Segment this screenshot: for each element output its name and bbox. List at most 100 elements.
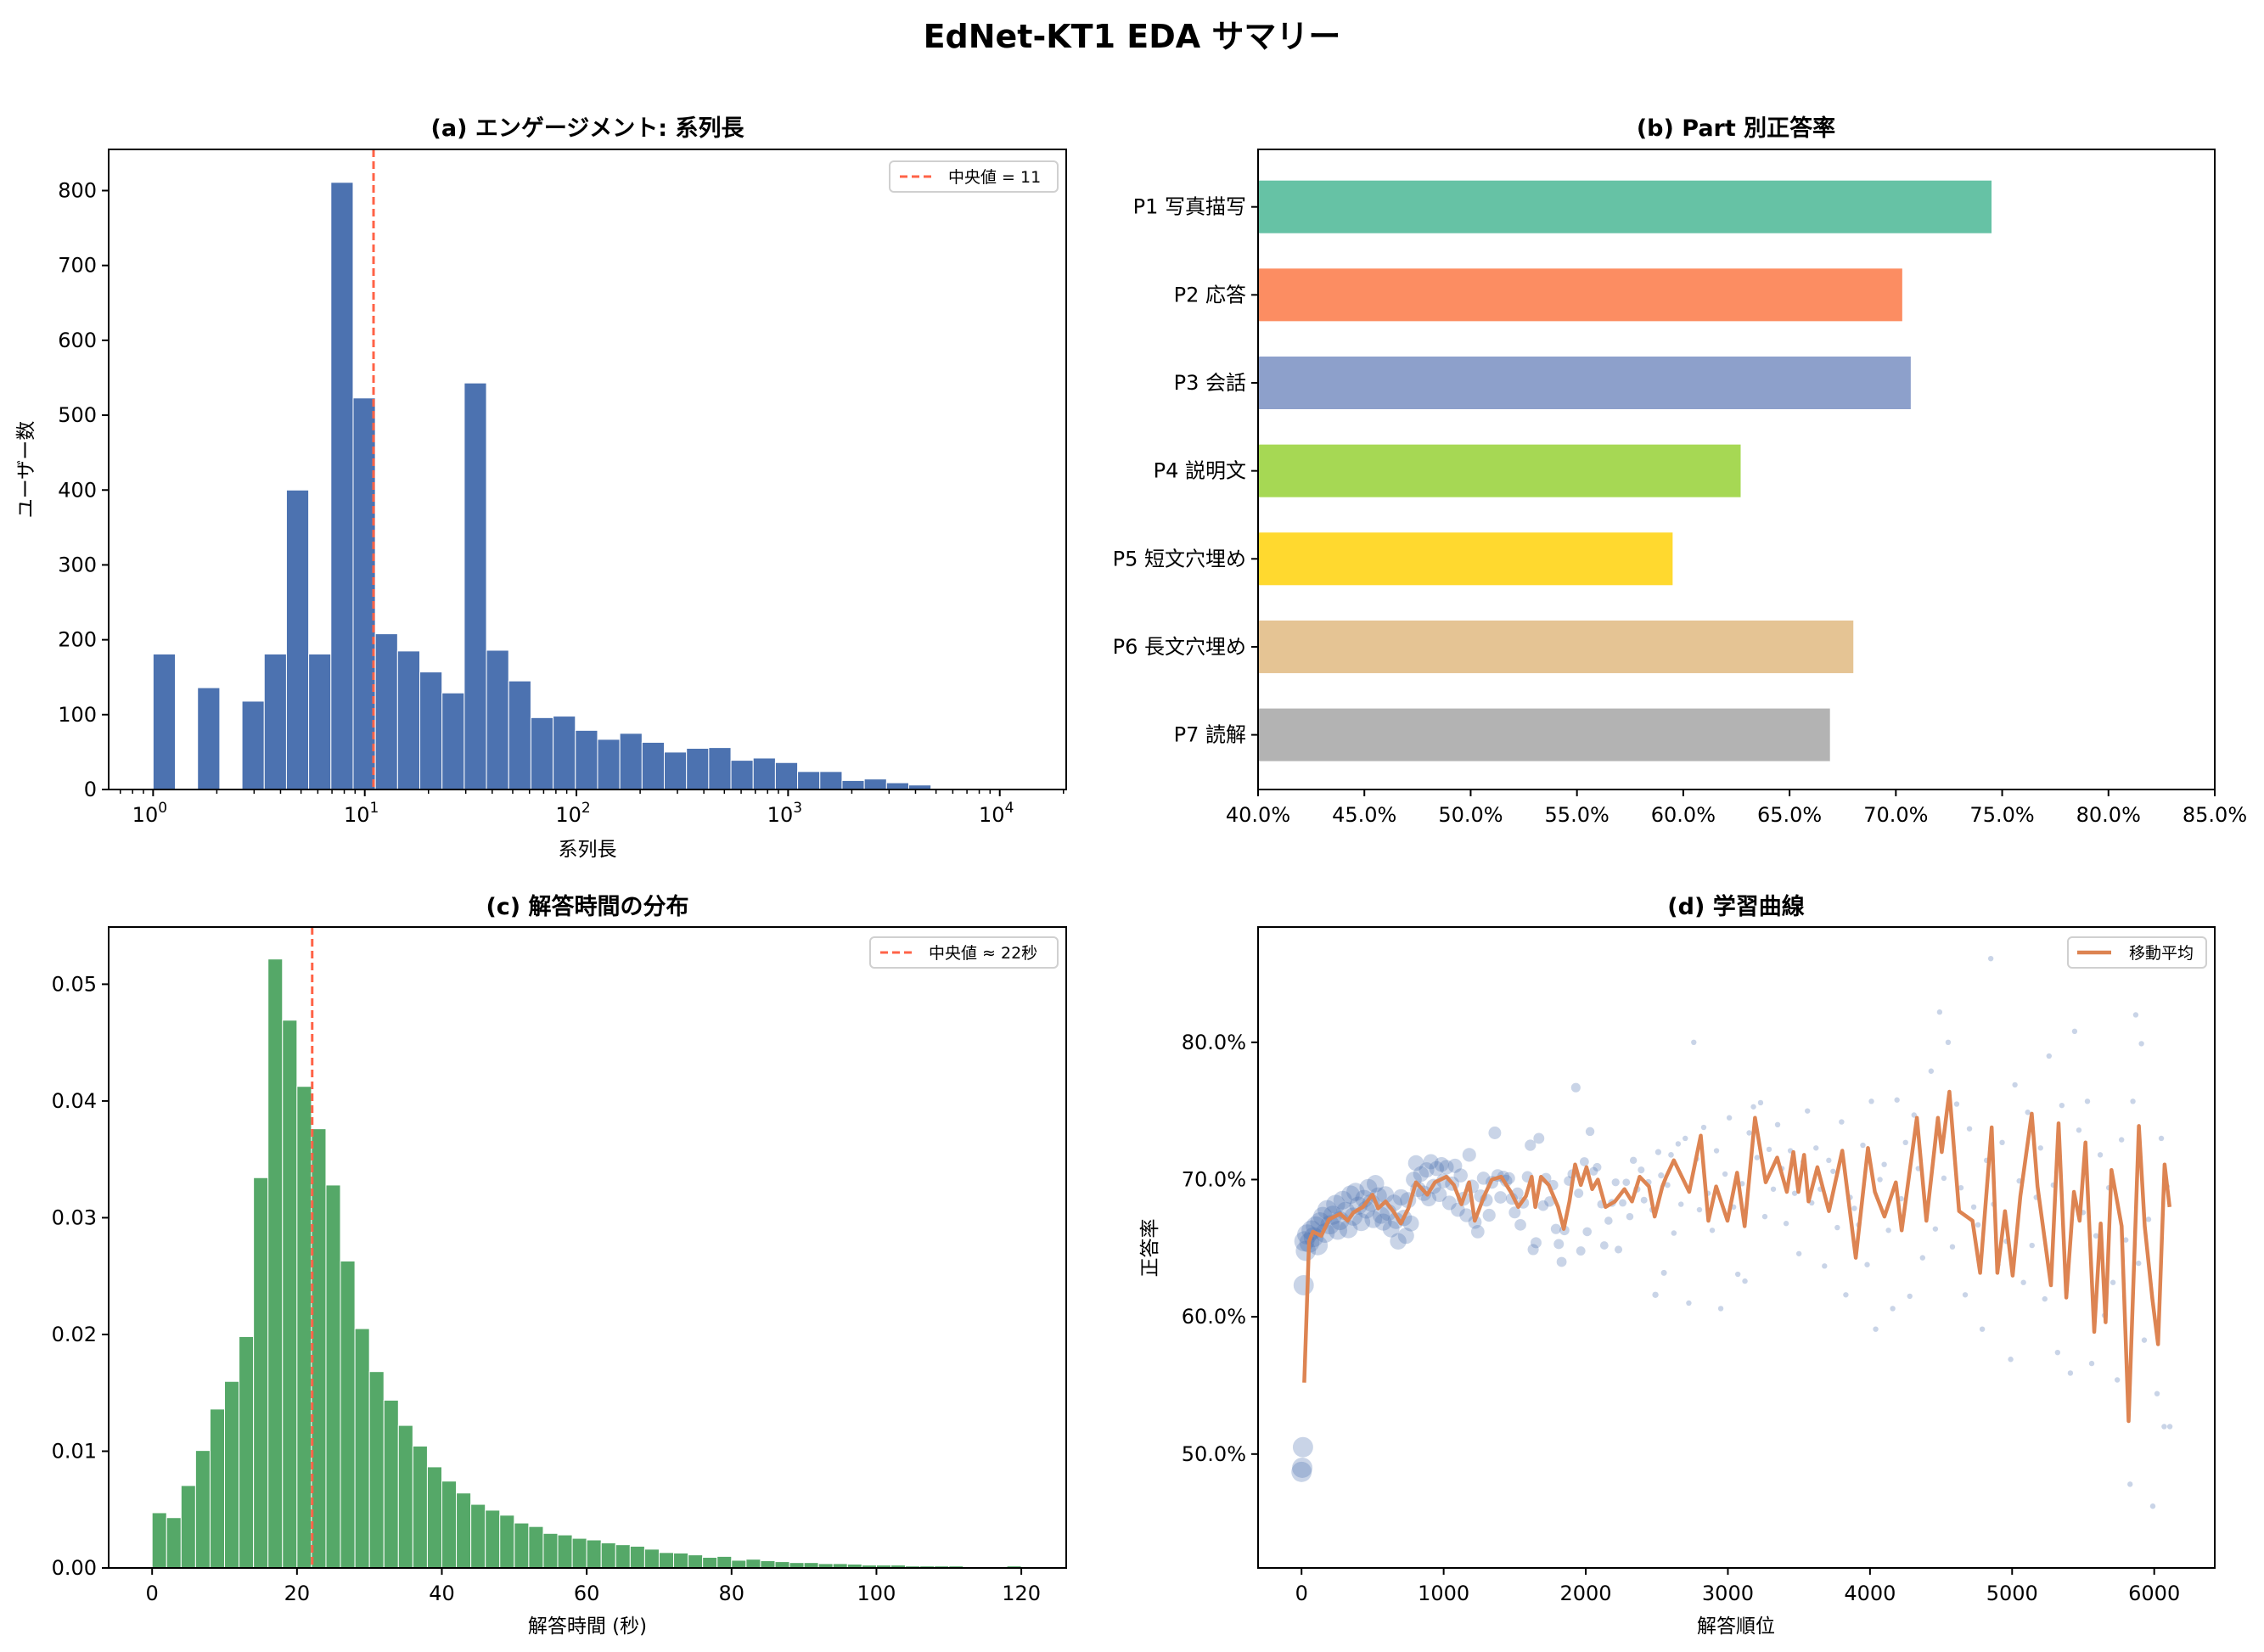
panel-c-title: (c) 解答時間の分布 xyxy=(486,893,688,920)
panel-c-y-ticks: 0.00 0.01 0.02 0.03 0.04 0.05 xyxy=(52,972,109,1580)
scatter-point xyxy=(1451,1202,1465,1217)
scatter-point xyxy=(2067,1370,2074,1376)
y-tick-label: 600 xyxy=(58,329,97,352)
x-tick-label: 103 xyxy=(767,800,802,827)
y-tick-label: 0.05 xyxy=(52,972,97,996)
scatter-point xyxy=(1966,1126,1973,1132)
scatter-point xyxy=(1355,1189,1374,1208)
histogram-bar xyxy=(499,1514,515,1569)
panel-b-part-accuracy: (b) Part 別正答率 P1 写真描写 P2 応答 P3 会話 P4 説明文 P5 … xyxy=(1113,115,2248,827)
histogram-bar xyxy=(151,1512,167,1569)
panel-d-legend-frame xyxy=(2067,936,2207,969)
histogram-bar xyxy=(664,751,688,790)
histogram-bar xyxy=(586,1539,602,1569)
panel-a-y-label: ユーザー数 xyxy=(15,421,37,519)
scatter-point xyxy=(1576,1246,1586,1256)
scatter-point xyxy=(1346,1183,1365,1201)
histogram-bar xyxy=(600,1542,616,1569)
panel-a-x-ticks: 100 101 102 103 104 xyxy=(119,789,1065,827)
x-tick-label: 120 xyxy=(1002,1582,1041,1605)
scatter-point xyxy=(1397,1228,1414,1245)
histogram-bar xyxy=(485,1509,501,1569)
scatter-point xyxy=(1902,1139,1908,1146)
part-bar xyxy=(1258,620,1854,673)
part-bar xyxy=(1258,708,1830,761)
panel-d-y-ticks: 50.0% 60.0% 70.0% 80.0% xyxy=(1182,1031,1258,1466)
scatter-point xyxy=(1556,1256,1567,1267)
scatter-point xyxy=(1936,1009,1943,1015)
scatter-point xyxy=(1709,1228,1716,1233)
panel-a-x-label: 系列長 xyxy=(559,839,617,861)
scatter-point xyxy=(1686,1300,1692,1306)
scatter-point xyxy=(1419,1162,1435,1178)
scatter-point xyxy=(1932,1226,1939,1232)
panel-c-response-time-histogram: (c) 解答時間の分布 0 20 40 60 80 100 120 0.00 0.01 0.02… xyxy=(52,893,1067,1638)
scatter-point xyxy=(1626,1212,1634,1221)
scatter-point xyxy=(1291,1461,1312,1482)
scatter-point xyxy=(1439,1160,1454,1175)
histogram-bar xyxy=(508,680,531,790)
panel-a-axes-frame xyxy=(108,149,1067,790)
histogram-bar xyxy=(282,1020,298,1569)
scatter-point xyxy=(2123,1237,2129,1243)
scatter-point xyxy=(1742,1278,1748,1284)
scatter-point xyxy=(1746,1130,1752,1136)
scatter-point xyxy=(2088,1360,2095,1367)
scatter-point xyxy=(2154,1391,2160,1396)
histogram-bar xyxy=(463,382,487,790)
x-tick-label: 4000 xyxy=(1844,1582,1896,1605)
panel-d-x-label: 解答順位 xyxy=(1697,1615,1775,1638)
panel-c-legend: 中央値 ≈ 22秒 xyxy=(869,936,1059,969)
histogram-bar xyxy=(553,716,576,790)
scatter-point xyxy=(1860,1142,1866,1149)
x-tick-label: 3000 xyxy=(1702,1582,1754,1605)
histogram-bar xyxy=(354,1328,370,1569)
scatter-point xyxy=(2071,1028,2078,1035)
histogram-bar xyxy=(760,1559,776,1569)
scatter-point xyxy=(1550,1223,1561,1234)
scatter-point xyxy=(1333,1190,1352,1210)
x-tick-label: 45.0% xyxy=(1332,803,1396,827)
scatter-point xyxy=(2138,1041,2144,1047)
scatter-point xyxy=(1525,1139,1536,1151)
histogram-bar xyxy=(702,1556,718,1569)
histogram-bar xyxy=(641,741,666,790)
scatter-point xyxy=(2161,1424,2167,1430)
scatter-point xyxy=(2076,1127,2082,1133)
histogram-bar xyxy=(528,1526,544,1569)
scatter-point xyxy=(1328,1221,1348,1240)
histogram-bar xyxy=(486,649,509,790)
scatter-point xyxy=(1652,1291,1659,1298)
scatter-point xyxy=(2127,1481,2133,1487)
panel-a-bars xyxy=(152,182,976,790)
panel-d-legend-label: 移動平均 xyxy=(2129,944,2194,963)
panel-d-learning-curve: (d) 学習曲線 0 1000 2000 3000 4000 5000 6000 50.0%… xyxy=(1139,893,2216,1638)
x-tick-label: 85.0% xyxy=(2183,803,2247,827)
scatter-point xyxy=(1726,1115,1733,1121)
scatter-point xyxy=(1341,1185,1360,1205)
scatter-point xyxy=(1791,1190,1798,1196)
scatter-point xyxy=(1476,1172,1491,1185)
y-tick-label: 0.01 xyxy=(52,1439,97,1463)
histogram-bar xyxy=(311,1128,327,1569)
scatter-point xyxy=(2046,1053,2053,1059)
scatter-point xyxy=(1423,1154,1439,1170)
panel-a-title: (a) エンゲージメント: 系列長 xyxy=(431,115,745,142)
scatter-point xyxy=(1530,1237,1542,1249)
panel-c-bars xyxy=(151,958,1022,1569)
x-tick-label: 100 xyxy=(857,1582,896,1605)
scatter-point xyxy=(1678,1201,1684,1207)
scatter-point xyxy=(1447,1158,1463,1173)
scatter-point xyxy=(1864,1261,1870,1267)
scatter-point xyxy=(1582,1227,1593,1237)
figure-title: EdNet-KT1 EDA サマリー xyxy=(923,18,1341,55)
histogram-bar xyxy=(615,1544,631,1569)
scatter-point xyxy=(1928,1068,1935,1074)
scatter-point xyxy=(1307,1235,1329,1256)
scatter-point xyxy=(1293,1275,1314,1295)
histogram-bar xyxy=(514,1522,530,1569)
panel-c-axes-frame xyxy=(108,926,1067,1569)
histogram-bar xyxy=(456,1492,472,1569)
scatter-point xyxy=(2037,1145,2043,1151)
panel-c-legend-frame xyxy=(869,936,1059,969)
